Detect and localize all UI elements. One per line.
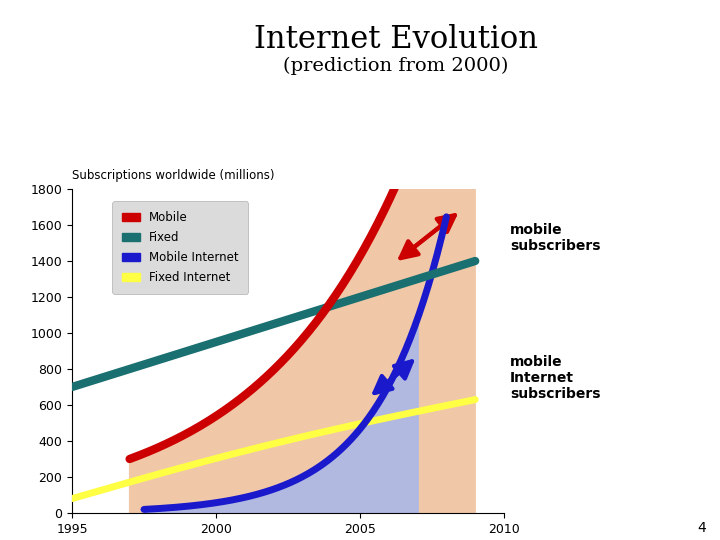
Text: mobile
subscribers: mobile subscribers xyxy=(510,222,600,253)
Text: Subscriptions worldwide (millions): Subscriptions worldwide (millions) xyxy=(72,169,274,182)
Text: (prediction from 2000): (prediction from 2000) xyxy=(283,57,509,75)
Text: 4: 4 xyxy=(697,521,706,535)
Legend: Mobile, Fixed, Mobile Internet, Fixed Internet: Mobile, Fixed, Mobile Internet, Fixed In… xyxy=(112,201,248,294)
Text: mobile
Internet
subscribers: mobile Internet subscribers xyxy=(510,355,600,401)
Text: Internet Evolution: Internet Evolution xyxy=(254,24,538,55)
